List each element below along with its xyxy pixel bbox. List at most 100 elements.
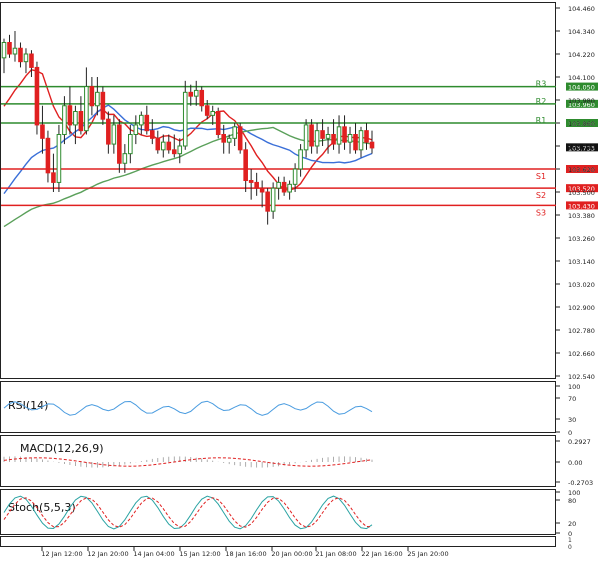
candle-body: [342, 126, 347, 143]
candle-body: [84, 86, 89, 132]
level-price-box: [566, 201, 598, 210]
candle-body: [358, 130, 364, 151]
indicator-tick-label: 0: [568, 530, 572, 538]
candle-body: [139, 114, 144, 126]
candle-body: [353, 134, 358, 151]
candle-body: [243, 149, 248, 181]
time-axis: 12 Jan 12:00 12 Jan 20:00 14 Jan 04:00 15 J…: [41, 547, 449, 558]
candle-body: [369, 141, 375, 149]
candle-body: [117, 124, 122, 164]
candle-body: [29, 53, 34, 68]
time-tick-label: 12 Jan 20:00: [87, 550, 128, 558]
candle-body: [56, 134, 62, 183]
indicator-tick-label: 70: [568, 395, 576, 403]
indicator-tick-label: 0.2927: [568, 438, 591, 446]
price-axis: 104.460 104.340 104.220 104.100 103.980 103.8…: [556, 5, 595, 381]
price-tick-label: 103.740: [568, 143, 595, 151]
price-tick-label: 104.220: [568, 51, 595, 59]
price-tick-label: 103.260: [568, 235, 595, 243]
price-tick-label: 103.140: [568, 258, 595, 266]
stoch-panel-frame: [0, 489, 556, 535]
price-tick-label: 103.620: [568, 166, 595, 174]
candle-body: [45, 137, 51, 174]
candle-body: [265, 191, 270, 212]
candle-body: [34, 66, 40, 126]
rsi-axis: 100 70 30 0: [556, 383, 580, 437]
candle-body: [193, 89, 199, 97]
candle-body: [128, 134, 133, 155]
candle-body: [166, 141, 172, 151]
candle-body: [1, 42, 7, 59]
bottom-panel-tick-1: 1: [568, 537, 572, 544]
candle-body: [51, 172, 56, 183]
candle-body: [314, 130, 320, 147]
time-tick-label: 20 Jan 00:00: [271, 550, 312, 558]
candle-body: [347, 134, 353, 143]
price-tick-label: 102.780: [568, 327, 595, 335]
ma-mid-line: [3, 104, 373, 195]
price-tick-label: 104.340: [568, 28, 595, 36]
level-price-label: 103.520: [568, 185, 595, 193]
candle-body: [287, 183, 292, 193]
candle-body: [226, 137, 232, 143]
candle-body: [182, 91, 188, 147]
candle-body: [364, 130, 369, 143]
indicator-tick-label: 0: [568, 429, 572, 437]
level-name-s2: S2: [536, 191, 546, 200]
candle-body: [12, 47, 18, 55]
level-name-r2: R2: [536, 97, 547, 106]
level-price-box: [566, 119, 598, 127]
candle-body: [210, 111, 216, 116]
price-tick-label: 103.980: [568, 97, 595, 105]
candle-body: [7, 42, 12, 55]
candle-body: [221, 134, 227, 143]
candle-body: [111, 124, 117, 145]
candle-body: [67, 105, 73, 126]
indicator-tick-label: 100: [568, 383, 580, 391]
macd-axis: 0.2927 0.00 -0.2703: [556, 438, 593, 487]
current-price-box: [566, 143, 598, 152]
candle-body: [248, 180, 254, 183]
level-price-box: [566, 99, 598, 108]
candle-body: [23, 53, 29, 63]
candle-body: [40, 124, 45, 139]
candle-body: [188, 91, 194, 97]
indicator-tick-label: 20: [568, 520, 576, 528]
time-tick-label: 15 Jan 12:00: [179, 550, 220, 558]
candle-body: [133, 124, 139, 135]
macd-label: MACD(12,26,9): [20, 442, 104, 455]
main-price-panel: R3 104.050 R2 103.960 R1 103.860 S1 103.620 S2 10…: [0, 2, 598, 381]
price-tick-label: 102.660: [568, 350, 595, 358]
candle-body: [89, 86, 95, 107]
level-price-label: 103.620: [568, 166, 595, 174]
time-tick-label: 18 Jan 16:00: [225, 550, 266, 558]
rsi-panel-frame: [0, 381, 556, 433]
price-tick-label: 103.500: [568, 189, 595, 197]
level-price-label: 103.960: [568, 101, 595, 109]
candle-body: [320, 130, 325, 139]
candle-body: [336, 126, 342, 145]
candle-body: [73, 111, 78, 126]
stoch-main-line: [3, 495, 373, 530]
candle-body: [325, 134, 331, 139]
rsi-line: [3, 400, 373, 416]
main-panel-frame: [0, 2, 556, 379]
time-tick-label: 14 Jan 04:00: [133, 550, 174, 558]
candle-body: [292, 168, 298, 185]
indicator-tick-label: 30: [568, 416, 576, 424]
indicator-tick-label: 0.00: [568, 459, 582, 467]
level-price-label: 103.430: [568, 202, 595, 210]
candle-body: [303, 124, 309, 151]
candle-body: [106, 118, 111, 145]
candle-body: [95, 91, 100, 107]
level-price-label: 103.860: [568, 120, 595, 128]
candle-body: [177, 145, 183, 155]
candle-body: [155, 137, 161, 151]
price-tick-label: 103.380: [568, 212, 595, 220]
time-tick-label: 22 Jan 16:00: [361, 550, 402, 558]
stoch-signal-line: [3, 497, 373, 528]
candle-body: [144, 114, 150, 132]
candle-body: [281, 181, 287, 193]
